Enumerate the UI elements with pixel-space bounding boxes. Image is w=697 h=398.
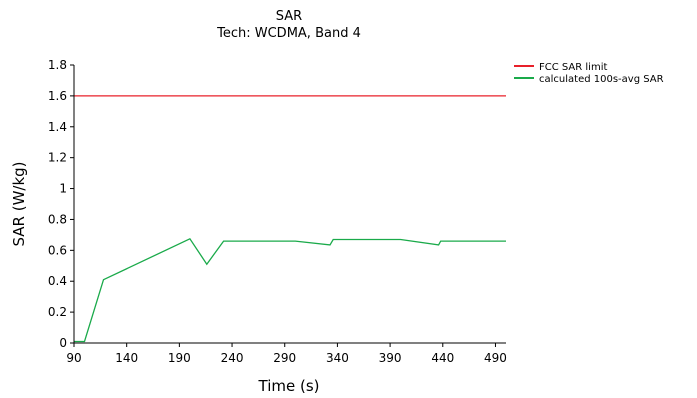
y-tick-label: 0.4 bbox=[48, 274, 67, 288]
x-axis-label: Time (s) bbox=[258, 377, 320, 395]
x-tick-label: 290 bbox=[273, 351, 296, 365]
x-tick-label: 140 bbox=[115, 351, 138, 365]
y-tick-label: 1.4 bbox=[48, 120, 67, 134]
x-tick-label: 440 bbox=[431, 351, 454, 365]
y-tick-label: 1.2 bbox=[48, 151, 67, 165]
y-tick-label: 0.8 bbox=[48, 212, 67, 226]
plot-area bbox=[74, 95, 506, 343]
y-tick-label: 0.6 bbox=[48, 243, 67, 257]
series-line-calculated-100s-avg-sar bbox=[74, 237, 506, 343]
y-tick-label: 1.6 bbox=[48, 89, 67, 103]
legend-label-calculated-100s-avg-sar: calculated 100s-avg SAR bbox=[539, 74, 664, 85]
y-axis-label: SAR (W/kg) bbox=[10, 161, 28, 246]
y-tick-label: 0.2 bbox=[48, 305, 67, 319]
x-tick-label: 190 bbox=[168, 351, 191, 365]
chart-subtitle: Tech: WCDMA, Band 4 bbox=[216, 26, 361, 41]
y-tick-label: 1.8 bbox=[48, 58, 67, 72]
legend-label-fcc-sar-limit: FCC SAR limit bbox=[539, 62, 607, 73]
y-tick-label: 0 bbox=[59, 336, 67, 350]
chart-title: SAR bbox=[276, 9, 302, 24]
x-tick-label: 240 bbox=[221, 351, 244, 365]
y-tick-label: 1 bbox=[59, 182, 67, 196]
axes bbox=[70, 64, 506, 347]
x-tick-label: 90 bbox=[66, 351, 81, 365]
x-tick-label: 390 bbox=[379, 351, 402, 365]
x-tick-label: 490 bbox=[484, 351, 507, 365]
tick-labels: 0 0.2 0.4 0.6 0.8 1 1.2 1.4 1.6 1.8 90 140 190 240 290… bbox=[48, 58, 507, 365]
x-tick-label: 340 bbox=[326, 351, 349, 365]
